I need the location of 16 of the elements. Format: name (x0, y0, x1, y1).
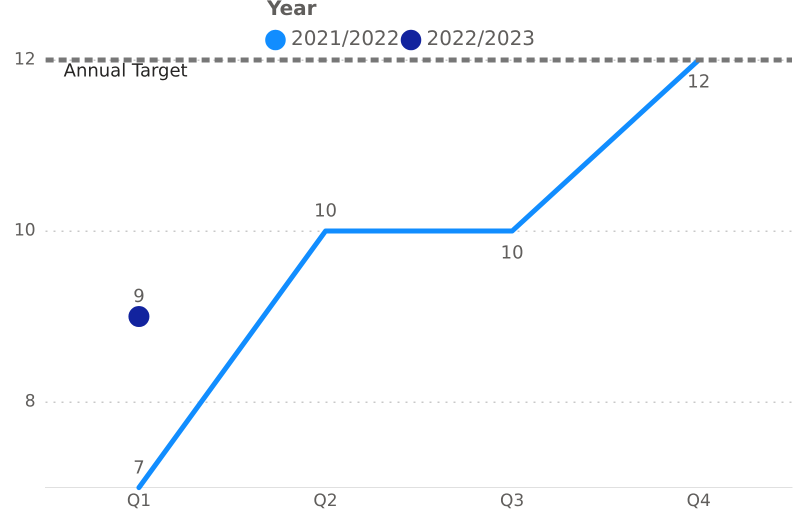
data-label: 10 (314, 200, 337, 222)
x-tick-label: Q3 (500, 491, 524, 512)
legend-title: Year (266, 0, 317, 20)
y-tick-label: 12 (14, 49, 36, 70)
x-tick-label: Q4 (686, 491, 711, 512)
ref-line-label: Annual Target (64, 60, 188, 82)
data-label: 12 (687, 72, 710, 93)
legend-label: 2022/2023 (426, 26, 536, 50)
legend-label: 2021/2022 (290, 26, 400, 50)
x-tick-label: Q2 (313, 491, 338, 512)
data-label: 7 (133, 457, 145, 478)
y-tick-label: 8 (24, 392, 36, 412)
data-label: 9 (133, 286, 145, 308)
data-label: 10 (500, 242, 524, 264)
x-tick-label: Q1 (126, 491, 152, 512)
y-tick-label: 10 (14, 220, 36, 240)
